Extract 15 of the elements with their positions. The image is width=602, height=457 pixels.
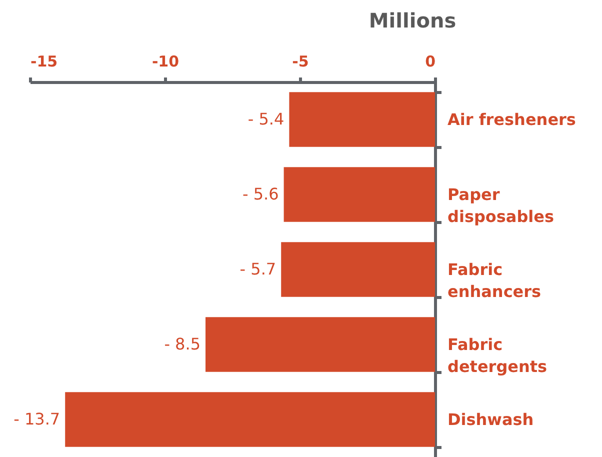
y-tick-label: Fabric detergents xyxy=(448,335,548,376)
data-label: - 5.7 xyxy=(240,260,276,278)
data-label: - 8.5 xyxy=(164,334,200,354)
x-tick-label: 0 xyxy=(425,52,436,70)
y-tick-label: Fabric enhancers xyxy=(448,260,542,301)
x-tick-label: -10 xyxy=(152,52,180,70)
data-label: - 13.7 xyxy=(14,410,60,428)
x-tick-label: -15 xyxy=(30,52,58,70)
y-tick-label: Dishwash xyxy=(448,410,534,429)
data-label: - 5.6 xyxy=(242,184,279,204)
x-tick-label: -5 xyxy=(292,52,309,70)
x-axis-title: Millions xyxy=(368,8,456,32)
y-tick-label: Paper disposables xyxy=(448,185,554,226)
y-tick-label: Air fresheners xyxy=(448,110,576,129)
data-label: - 5.4 xyxy=(248,110,284,128)
